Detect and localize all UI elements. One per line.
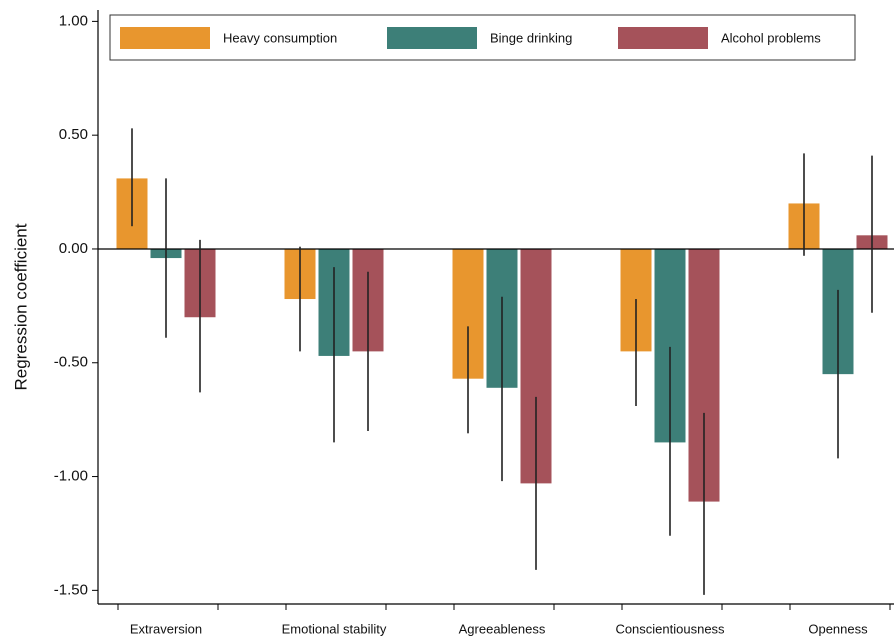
y-tick-label: -0.50	[54, 354, 88, 371]
legend-swatch	[618, 27, 708, 49]
x-tick-label: Emotional stability	[282, 621, 387, 636]
x-tick-label: Extraversion	[130, 621, 202, 636]
legend-swatch	[387, 27, 477, 49]
legend-swatch	[120, 27, 210, 49]
legend-label: Heavy consumption	[223, 30, 337, 45]
x-tick-label: Agreeableness	[459, 621, 546, 636]
y-tick-label: 0.50	[59, 126, 88, 143]
y-tick-label: 0.00	[59, 240, 88, 257]
y-axis-title: Regression coefficient	[11, 223, 30, 390]
x-tick-label: Conscientiousness	[615, 621, 725, 636]
legend-label: Binge drinking	[490, 30, 572, 45]
legend-label: Alcohol problems	[721, 30, 821, 45]
y-tick-label: -1.00	[54, 468, 88, 485]
y-tick-label: 1.00	[59, 12, 88, 29]
y-tick-label: -1.50	[54, 581, 88, 598]
x-tick-label: Openness	[808, 621, 868, 636]
legend-box	[109, 14, 856, 61]
